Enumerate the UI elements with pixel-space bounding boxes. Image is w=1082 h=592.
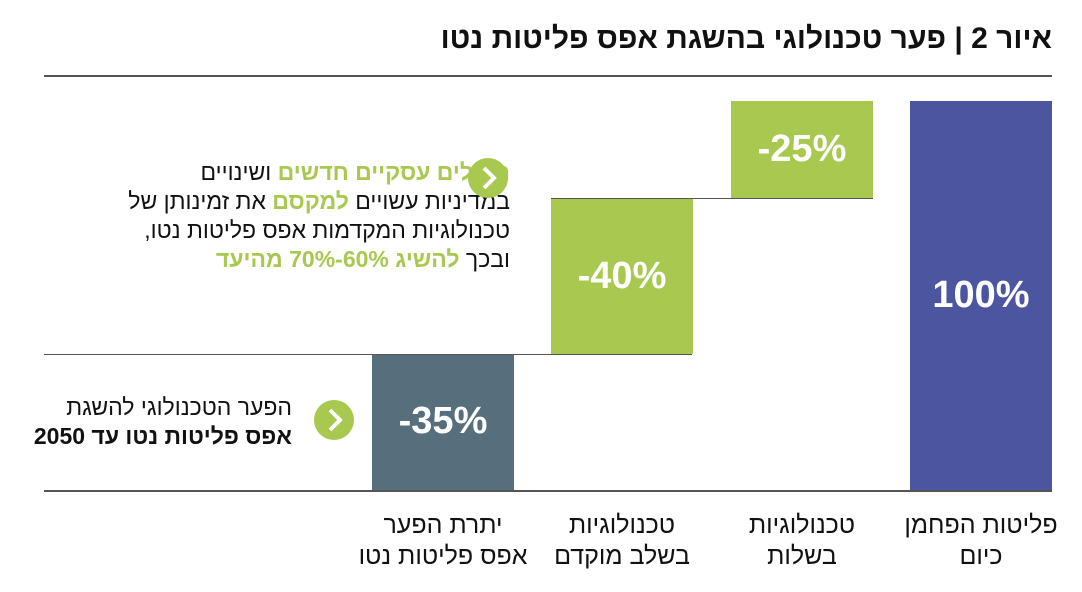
bar-3: -35% xyxy=(372,353,514,490)
callout-text: אפס פליטות נטו עד 2050 xyxy=(33,423,292,449)
callout-text: את זמינותן של טכנולוגיות המקדמות אפס פלי… xyxy=(128,188,510,272)
chart-title: איור 2 | פער טכנולוגי בהשגת אפס פליטות נ… xyxy=(440,22,1052,55)
category-label-line: אפס פליטות נטו xyxy=(358,542,528,570)
callout-text: למקסם xyxy=(272,188,349,214)
callout-text: הפער הטכנולוגי להשגת xyxy=(66,394,292,420)
category-label-line: כיום xyxy=(959,542,1003,570)
category-label: טכנולוגיות בשלב מוקדם xyxy=(522,510,722,572)
category-label-line: טכנולוגיות xyxy=(748,511,856,539)
connector-line xyxy=(551,198,873,200)
category-label: טכנולוגיות בשלות xyxy=(702,510,902,572)
connector-line xyxy=(44,353,692,355)
category-label-line: יתרת הפער xyxy=(383,511,503,539)
category-label-line: פליטות הפחמן xyxy=(904,511,1058,539)
callout-technology-gap: הפער הטכנולוגי להשגת אפס פליטות נטו עד 2… xyxy=(32,393,292,451)
category-label: יתרת הפער אפס פליטות נטו xyxy=(343,510,543,572)
data-label: 100% xyxy=(932,274,1030,316)
data-label: -40% xyxy=(577,254,667,297)
bar-2: -40% xyxy=(551,198,693,354)
category-label: פליטות הפחמן כיום xyxy=(881,510,1081,572)
data-label: -25% xyxy=(757,128,847,171)
bar-1: -25% xyxy=(731,101,873,199)
bar-0: 100% xyxy=(910,101,1052,490)
callout-text: להשיג 60%-70% מהיעד xyxy=(215,246,460,272)
data-label: -35% xyxy=(398,400,488,443)
chevron-right-icon xyxy=(314,400,354,440)
callout-business-models: מודלים עסקיים חדשים ושינויים במדיניות עש… xyxy=(110,158,510,274)
baseline xyxy=(44,490,1052,492)
category-label-line: בשלות xyxy=(767,542,837,570)
category-label-line: בשלב מוקדם xyxy=(554,542,690,570)
category-label-line: טכנולוגיות xyxy=(568,511,676,539)
chevron-right-icon xyxy=(468,158,508,198)
title-divider xyxy=(44,75,1052,77)
